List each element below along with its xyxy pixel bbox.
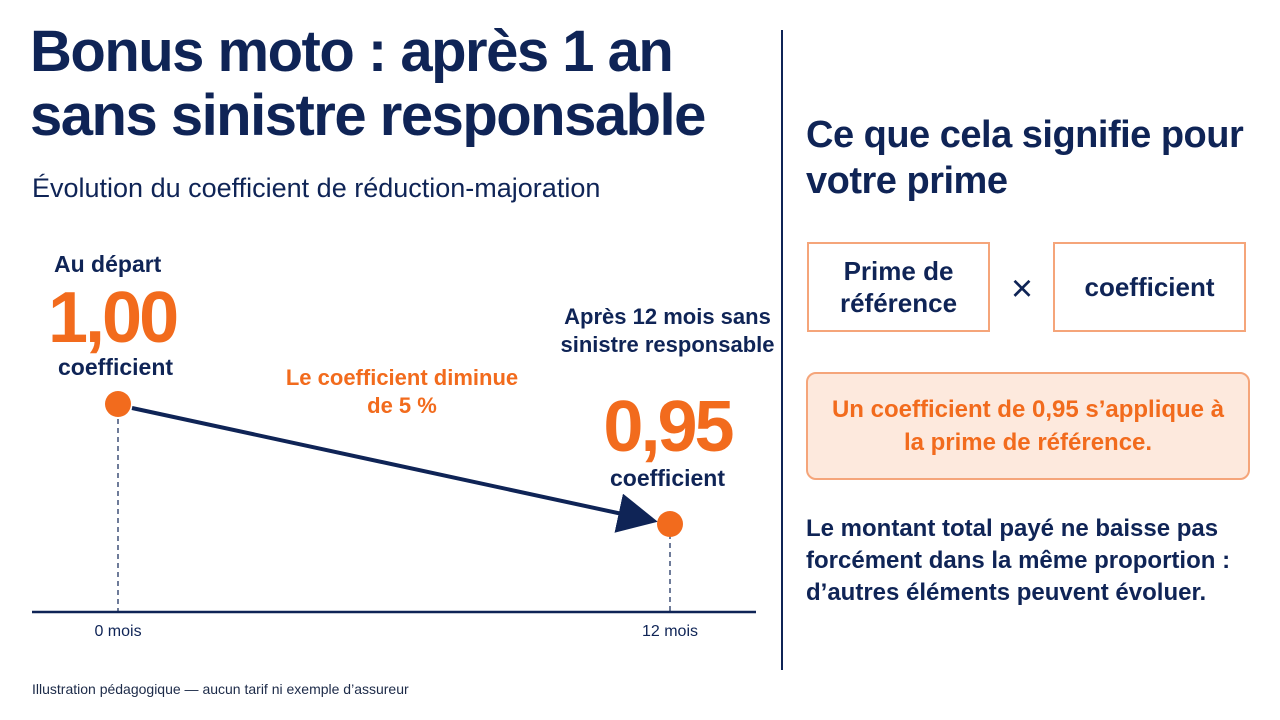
page-title-line-1: Bonus moto : après 1 an [30, 19, 674, 84]
vertical-divider [781, 30, 783, 670]
explanation-note: Le montant total payé ne baisse pas forc… [806, 515, 1231, 606]
footnote: Illustration pédagogique — aucun tarif n… [32, 681, 409, 697]
page-title: Bonus moto : après 1 an sans sinistre re… [30, 20, 770, 148]
coefficient-timeline [32, 391, 756, 614]
end-coefficient-unit: coefficient [609, 465, 726, 491]
multiply-icon: × [1010, 268, 1034, 310]
formula-reference-premium-label: Prime de référence [839, 256, 958, 318]
change-annotation: Le coefficient diminue de 5 % [285, 365, 519, 418]
axis-tick-start: 0 mois [94, 623, 142, 640]
highlight-callout-text: Un coefficient de 0,95 s’applique à la p… [831, 396, 1225, 456]
start-coefficient-unit: coefficient [58, 354, 174, 380]
start-coefficient-value: 1,00 [48, 278, 179, 358]
end-point [657, 511, 683, 537]
panel-title: Ce que cela signifie pour votre prime [806, 114, 1244, 202]
decrease-arrow [131, 406, 658, 533]
axis-tick-end: 12 mois [641, 623, 699, 640]
highlight-callout: Un coefficient de 0,95 s’applique à la p… [806, 372, 1250, 480]
end-label: Après 12 mois sans sinistre responsable [560, 304, 775, 357]
formula-coefficient-box: coefficient [1053, 242, 1246, 332]
formula-reference-premium-box: Prime de référence [807, 242, 990, 332]
end-coefficient-value: 0,95 [603, 387, 734, 467]
formula-coefficient-label: coefficient [1084, 272, 1215, 302]
page-subtitle: Évolution du coefficient de réduction-ma… [32, 173, 601, 203]
start-point [105, 391, 131, 417]
page-title-line-2: sans sinistre responsable [30, 83, 706, 148]
start-label: Au départ [54, 251, 162, 277]
